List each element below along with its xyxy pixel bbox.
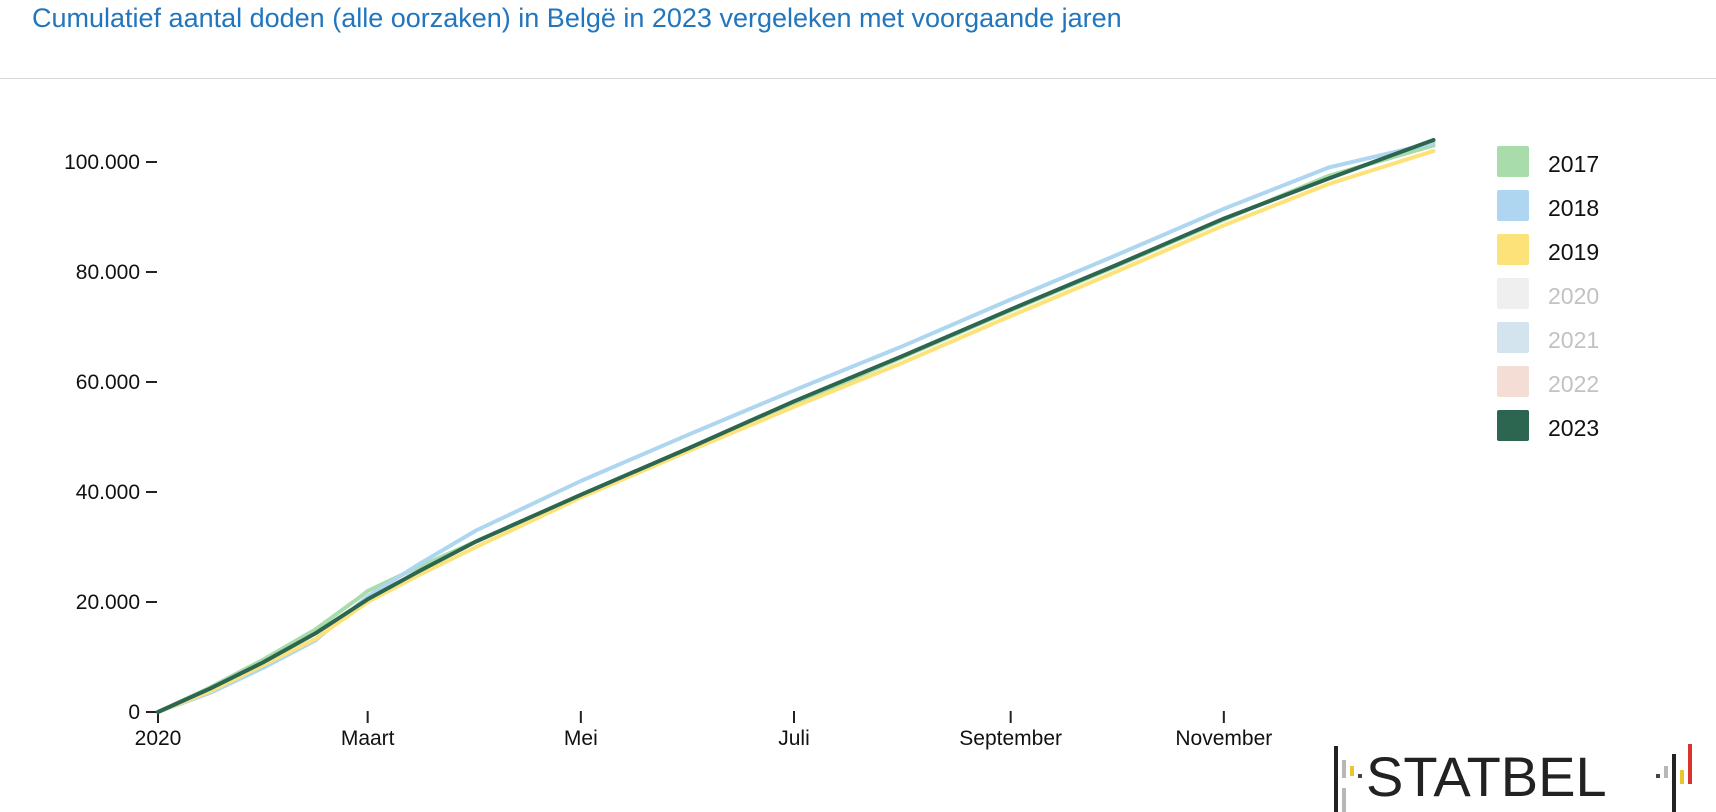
legend-swatch bbox=[1497, 146, 1529, 177]
legend-item-2018[interactable]: 2018 bbox=[1497, 190, 1599, 221]
x-tick-label: Mei bbox=[564, 727, 598, 750]
legend-label: 2021 bbox=[1548, 327, 1599, 353]
legend-swatch bbox=[1497, 278, 1529, 309]
x-tick-label: 2020 bbox=[135, 727, 182, 750]
y-tick-label: 100.000 bbox=[64, 151, 140, 174]
title-divider bbox=[0, 78, 1716, 79]
legend-swatch bbox=[1497, 366, 1529, 397]
legend-item-2021[interactable]: 2021 bbox=[1497, 322, 1599, 353]
y-tick-label: 0 bbox=[128, 701, 140, 724]
legend-item-2017[interactable]: 2017 bbox=[1497, 146, 1599, 177]
series-line-2017 bbox=[156, 143, 1436, 714]
logo-left-bars-icon bbox=[1334, 746, 1362, 812]
series-line-2019 bbox=[156, 149, 1436, 714]
legend-label: 2019 bbox=[1548, 239, 1599, 265]
logo-right-bars-icon bbox=[1656, 744, 1692, 812]
legend-label: 2018 bbox=[1548, 195, 1599, 221]
legend: 2017 2018 2019 2020 2021 2022 2023 bbox=[1497, 146, 1599, 441]
legend-label: 2022 bbox=[1548, 371, 1599, 397]
x-axis: 2020 Maart Mei Juli September November bbox=[135, 711, 1272, 750]
y-axis: 0 20.000 40.000 60.000 80.000 100.000 bbox=[64, 151, 157, 724]
y-tick-label: 60.000 bbox=[76, 371, 140, 394]
legend-label: 2023 bbox=[1548, 415, 1599, 441]
legend-item-2019[interactable]: 2019 bbox=[1497, 234, 1599, 265]
x-tick-label: Maart bbox=[341, 727, 395, 750]
chart-title: Cumulatief aantal doden (alle oorzaken) … bbox=[32, 3, 1122, 33]
y-tick-label: 40.000 bbox=[76, 481, 140, 504]
series-lines bbox=[156, 138, 1436, 714]
legend-swatch bbox=[1497, 410, 1529, 441]
statbel-logo: STATBEL bbox=[1334, 744, 1692, 812]
x-tick-label: Juli bbox=[778, 727, 810, 750]
legend-item-2020[interactable]: 2020 bbox=[1497, 278, 1599, 309]
y-tick-label: 80.000 bbox=[76, 261, 140, 284]
x-tick-label: November bbox=[1175, 727, 1272, 750]
legend-label: 2017 bbox=[1548, 151, 1599, 177]
legend-item-2023[interactable]: 2023 bbox=[1497, 410, 1599, 441]
series-line-2018 bbox=[156, 140, 1436, 714]
legend-swatch bbox=[1497, 190, 1529, 221]
y-tick-label: 20.000 bbox=[76, 591, 140, 614]
x-tick-label: September bbox=[959, 727, 1062, 750]
legend-swatch bbox=[1497, 322, 1529, 353]
legend-swatch bbox=[1497, 234, 1529, 265]
legend-item-2022[interactable]: 2022 bbox=[1497, 366, 1599, 397]
logo-text: STATBEL bbox=[1366, 745, 1607, 808]
legend-label: 2020 bbox=[1548, 283, 1599, 309]
series-line-2023 bbox=[156, 138, 1436, 714]
